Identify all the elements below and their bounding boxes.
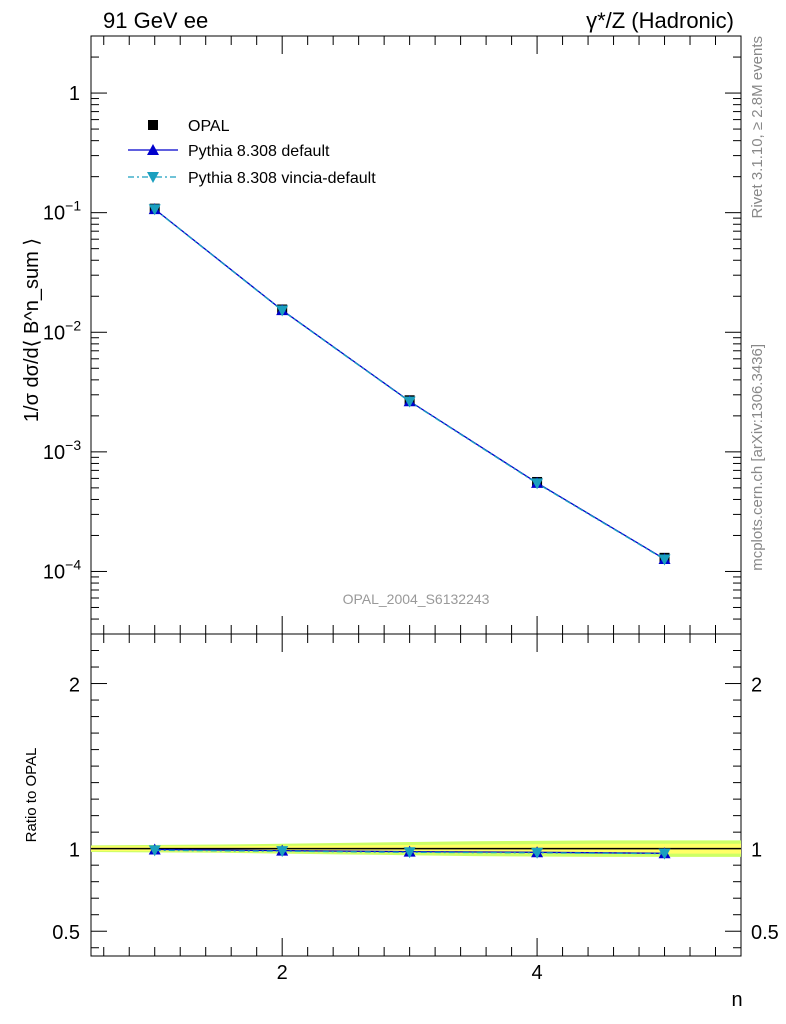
x-tick-label: 4: [532, 962, 543, 984]
rivet-label: Rivet 3.1.10, ≥ 2.8M events: [749, 36, 766, 219]
ratio-panel-frame: [90, 633, 742, 957]
y-tick-label: 10−2: [43, 317, 81, 344]
y-tick-label: 10−1: [43, 198, 81, 225]
legend-marker: [148, 120, 158, 130]
x-tick-label: 2: [277, 962, 288, 984]
ratio-axis-ticks: 0.5 0.5 1 1 2 2 2 4: [52, 634, 779, 984]
ratio-point-1: [403, 847, 416, 859]
ratio-y-axis-label: Ratio to OPAL: [23, 748, 40, 843]
series-line-2: [154, 208, 665, 561]
ratio-y-tick-label-left: 0.5: [52, 922, 80, 944]
series-line-1: [154, 208, 665, 560]
data-point-2: [531, 478, 544, 490]
y-tick-label: 1: [69, 83, 80, 105]
ratio-y-tick-label-left: 2: [69, 675, 80, 697]
ratio-point-1: [531, 847, 544, 859]
ratio-series: [148, 843, 671, 860]
data-point-2: [658, 554, 671, 566]
legend-label: Pythia 8.308 vincia-default: [188, 170, 376, 187]
data-point-2: [403, 396, 416, 408]
legend-marker: [147, 172, 159, 183]
legend-marker: [147, 144, 159, 155]
header-right: γ*/Z (Hadronic): [586, 8, 734, 33]
ratio-point-1: [276, 846, 289, 858]
legend-label: Pythia 8.308 default: [188, 143, 330, 160]
ratio-uncertainty-band: [91, 840, 741, 857]
ratio-y-tick-label-right: 1: [751, 840, 762, 862]
ratio-point-1: [148, 845, 161, 857]
main-y-axis-label: 1/σ dσ/d⟨ B^n_sum ⟩: [21, 238, 43, 422]
mcplots-label: mcplots.cern.ch [arXiv:1306.3436]: [749, 344, 766, 571]
data-point-2: [148, 204, 161, 216]
header-left: 91 GeV ee: [103, 8, 208, 33]
ratio-y-tick-label-right: 0.5: [751, 922, 779, 944]
x-axis-label: n: [731, 989, 742, 1011]
analysis-watermark: OPAL_2004_S6132243: [343, 591, 490, 607]
y-tick-label: 10−3: [43, 437, 81, 464]
legend-label: OPAL: [188, 118, 230, 135]
ratio-y-tick-label-right: 2: [751, 675, 762, 697]
main-y-axis-label-text: 1/σ dσ/d⟨ B^n_sum ⟩: [21, 238, 43, 422]
main-axis-ticks: 1 10−1 10−2 10−3 10−4: [43, 35, 741, 635]
y-tick-label: 10−4: [43, 556, 81, 583]
legend: OPAL Pythia 8.308 default Pythia 8.308 vin…: [128, 118, 376, 187]
data-point-2: [276, 305, 289, 317]
ratio-point-1: [658, 848, 671, 860]
ratio-y-tick-label-left: 1: [69, 840, 80, 862]
main-series: [148, 203, 671, 566]
